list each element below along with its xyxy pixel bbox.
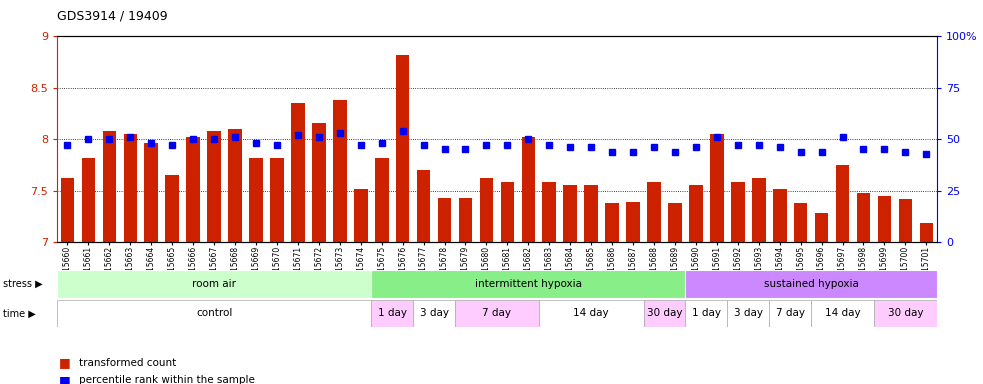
Bar (606, 203, 619, 242)
Text: GDS3914 / 19409: GDS3914 / 19409 (57, 10, 168, 23)
Bar (543, 182, 556, 242)
Text: transformed count: transformed count (79, 358, 176, 368)
Bar (752, 178, 766, 242)
Bar (770, 300, 811, 327)
Bar (856, 193, 870, 242)
Bar (685, 300, 727, 327)
Bar (626, 202, 640, 242)
Bar (250, 158, 262, 242)
Bar (685, 270, 937, 298)
Bar (727, 300, 770, 327)
Text: control: control (196, 308, 232, 318)
Bar (811, 300, 874, 327)
Bar (773, 189, 786, 242)
Text: 7 day: 7 day (483, 308, 511, 318)
Bar (874, 300, 937, 327)
Bar (413, 300, 455, 327)
Bar (710, 134, 723, 242)
Bar (878, 196, 892, 242)
Bar (333, 100, 347, 242)
Text: ■: ■ (59, 356, 71, 369)
Bar (82, 158, 95, 242)
Bar (836, 165, 849, 242)
Bar (165, 175, 179, 242)
Text: 1 day: 1 day (377, 308, 407, 318)
Bar (372, 300, 413, 327)
Bar (312, 123, 325, 242)
Text: sustained hypoxia: sustained hypoxia (764, 279, 858, 289)
Text: 7 day: 7 day (776, 308, 805, 318)
Bar (689, 185, 703, 242)
Bar (102, 131, 116, 242)
Bar (417, 170, 431, 242)
Bar (57, 270, 372, 298)
Bar (563, 185, 577, 242)
Bar (270, 158, 284, 242)
Bar (187, 137, 200, 242)
Bar (57, 300, 372, 327)
Text: 14 day: 14 day (825, 308, 860, 318)
Bar (228, 129, 242, 242)
Bar (207, 131, 221, 242)
Text: 1 day: 1 day (692, 308, 721, 318)
Bar (584, 185, 598, 242)
Bar (437, 198, 451, 242)
Bar (291, 103, 305, 242)
Bar (354, 189, 368, 242)
Bar (647, 182, 661, 242)
Text: time ▶: time ▶ (3, 308, 35, 318)
Bar (61, 178, 75, 242)
Bar (644, 300, 685, 327)
Bar (898, 199, 912, 242)
Bar (815, 213, 829, 242)
Text: room air: room air (192, 279, 236, 289)
Bar (459, 198, 472, 242)
Bar (124, 134, 138, 242)
Bar (731, 182, 744, 242)
Text: 14 day: 14 day (573, 308, 609, 318)
Bar (539, 300, 644, 327)
Bar (145, 143, 158, 242)
Bar (396, 55, 410, 242)
Text: intermittent hypoxia: intermittent hypoxia (475, 279, 582, 289)
Bar (500, 182, 514, 242)
Bar (480, 178, 493, 242)
Bar (794, 203, 807, 242)
Text: 3 day: 3 day (733, 308, 763, 318)
Text: 30 day: 30 day (888, 308, 923, 318)
Text: 30 day: 30 day (647, 308, 682, 318)
Text: ■: ■ (59, 374, 71, 384)
Text: 3 day: 3 day (420, 308, 448, 318)
Text: percentile rank within the sample: percentile rank within the sample (79, 375, 255, 384)
Bar (455, 300, 539, 327)
Bar (668, 203, 682, 242)
Bar (375, 158, 388, 242)
Bar (522, 137, 535, 242)
Bar (919, 223, 933, 242)
Bar (372, 270, 685, 298)
Text: stress ▶: stress ▶ (3, 279, 42, 289)
